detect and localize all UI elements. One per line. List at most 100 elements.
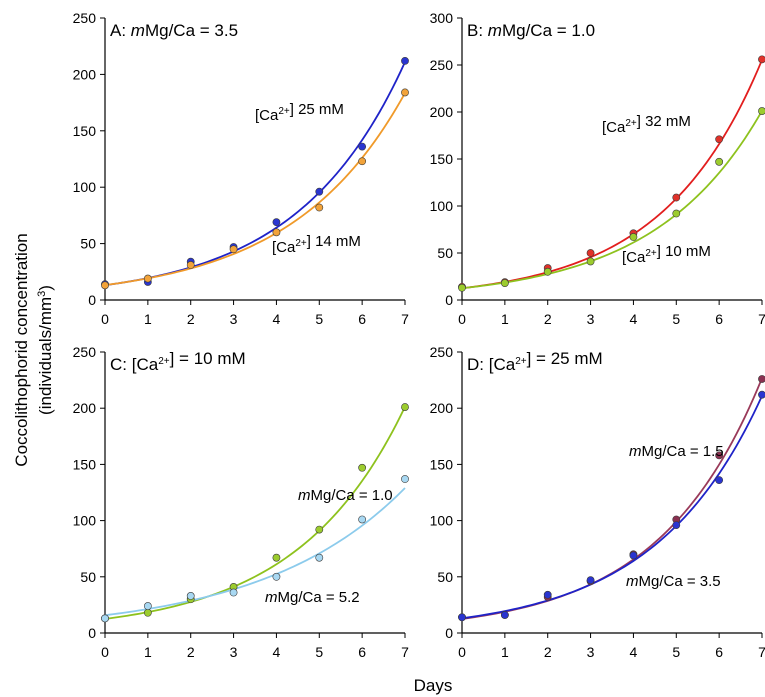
x-tick-label: 7 <box>758 644 765 660</box>
x-tick-label: 2 <box>187 644 195 660</box>
y-tick-label: 0 <box>445 625 453 641</box>
x-tick-label: 6 <box>358 644 366 660</box>
fit-curve-series-1 <box>104 406 406 620</box>
x-tick-label: 6 <box>715 644 723 660</box>
y-tick-label: 100 <box>430 198 454 214</box>
data-point-series-2 <box>143 274 152 283</box>
y-tick-label: 250 <box>73 10 97 26</box>
series-annotation: mMg/Ca = 1.0 <box>298 487 393 504</box>
x-tick-label: 1 <box>144 311 152 327</box>
x-tick-label: 3 <box>587 644 595 660</box>
series-annotation: mMg/Ca = 1.5 <box>629 443 724 460</box>
panel-c: 0 50 100 150 200 250 0 1 2 3 4 5 6 7 C: [Ca2+] = 10 mM… <box>73 344 409 660</box>
data-point-series-2 <box>543 590 552 599</box>
data-point-series-2 <box>143 602 152 610</box>
y-tick-label: 250 <box>73 344 97 360</box>
y-axis-label-line1: Coccolithophorid concentration <box>12 233 31 466</box>
x-tick-label: 3 <box>230 644 238 660</box>
y-tick-label: 200 <box>73 400 97 416</box>
data-point-series-2 <box>315 553 324 562</box>
panel-title: A: mMg/Ca = 3.5 <box>110 21 238 40</box>
panel-b: 0 50 100 150 200 250 300 0 1 2 3 4 5 6 7 B: mMg/Ca = 1.… <box>430 10 765 327</box>
series-annotation: [Ca2+] 10 mM <box>622 243 711 266</box>
data-point-series-1 <box>715 135 724 144</box>
x-tick-label: 4 <box>273 644 281 660</box>
y-tick-label: 150 <box>430 151 454 167</box>
panel-a: 0 50 100 150 200 250 0 1 2 3 4 5 6 7 A: mMg/Ca = 3.5 [C… <box>73 10 409 327</box>
fit-curve-series-1 <box>104 61 406 287</box>
data-point-series-2 <box>458 283 466 292</box>
data-point-series-2 <box>229 588 238 597</box>
y-tick-label: 50 <box>80 236 96 252</box>
data-point-series-2 <box>586 257 595 266</box>
x-tick-label: 5 <box>315 644 323 660</box>
data-point-series-1 <box>715 451 724 460</box>
data-point-series-2 <box>543 267 552 276</box>
y-tick-label: 100 <box>73 179 97 195</box>
y-tick-label: 50 <box>80 569 96 585</box>
data-point-series-2 <box>272 228 281 237</box>
data-point-series-2 <box>629 551 638 560</box>
x-tick-label: 6 <box>715 311 723 327</box>
data-point-series-1 <box>143 608 152 617</box>
data-point-series-2 <box>758 390 765 399</box>
x-tick-label: 0 <box>101 644 109 660</box>
data-point-series-1 <box>401 403 409 411</box>
x-axis-label: Days <box>414 676 453 695</box>
data-point-series-2 <box>358 515 367 524</box>
x-tick-label: 0 <box>101 311 109 327</box>
x-tick-label: 1 <box>501 644 509 660</box>
data-point-series-2 <box>500 279 509 287</box>
x-tick-label: 1 <box>144 644 152 660</box>
y-tick-label: 300 <box>430 10 454 26</box>
y-axis-label-line2: (individuals/mm3) <box>36 285 55 415</box>
y-tick-label: 200 <box>73 66 97 82</box>
data-point-series-2 <box>629 233 638 241</box>
data-point-series-1 <box>358 142 367 151</box>
y-tick-label: 100 <box>430 513 454 529</box>
data-point-series-2 <box>186 261 195 269</box>
x-tick-label: 2 <box>544 644 552 660</box>
y-tick-label: 50 <box>437 569 453 585</box>
data-point-series-2 <box>101 281 109 290</box>
y-tick-label: 250 <box>430 344 454 360</box>
data-point-series-1 <box>358 463 367 472</box>
y-tick-label: 100 <box>73 513 97 529</box>
x-tick-label: 7 <box>758 311 765 327</box>
y-tick-label: 200 <box>430 400 454 416</box>
data-point-series-1 <box>401 56 409 65</box>
y-tick-label: 200 <box>430 104 454 120</box>
x-tick-label: 5 <box>672 311 680 327</box>
x-tick-label: 2 <box>544 311 552 327</box>
x-tick-label: 7 <box>401 644 409 660</box>
x-tick-label: 0 <box>458 644 466 660</box>
fit-curve-series-2 <box>104 487 406 617</box>
x-tick-label: 4 <box>630 311 638 327</box>
data-point-series-2 <box>458 613 466 622</box>
series-annotation: mMg/Ca = 5.2 <box>265 589 360 606</box>
y-tick-label: 0 <box>88 625 96 641</box>
data-point-series-2 <box>586 576 595 585</box>
data-point-series-2 <box>272 572 281 581</box>
x-tick-label: 4 <box>273 311 281 327</box>
series-annotation: [Ca2+] 14 mM <box>272 233 361 256</box>
x-tick-label: 5 <box>315 311 323 327</box>
data-point-series-1 <box>586 249 595 257</box>
data-point-series-1 <box>758 55 765 64</box>
x-tick-label: 1 <box>501 311 509 327</box>
data-point-series-2 <box>715 476 724 485</box>
y-tick-label: 150 <box>73 456 97 472</box>
fit-curve-series-2 <box>461 395 763 620</box>
y-tick-label: 150 <box>430 456 454 472</box>
series-annotation: [Ca2+] 32 mM <box>602 113 691 136</box>
y-tick-label: 250 <box>430 57 454 73</box>
x-tick-label: 2 <box>187 311 195 327</box>
data-point-series-1 <box>272 218 281 227</box>
x-tick-label: 0 <box>458 311 466 327</box>
y-tick-label: 0 <box>88 292 96 308</box>
data-point-series-2 <box>401 88 409 97</box>
x-tick-label: 6 <box>358 311 366 327</box>
x-tick-label: 3 <box>230 311 238 327</box>
